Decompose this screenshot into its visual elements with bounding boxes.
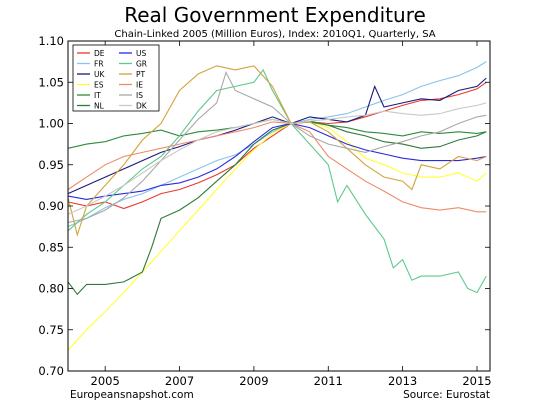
plot-frame (67, 40, 491, 372)
y-tick-label: 1.00 (38, 117, 64, 131)
legend-label-uk: UK (94, 70, 105, 79)
footer-right: Source: Eurostat (403, 389, 490, 401)
series-line-nl (67, 120, 487, 296)
series-line-es (67, 121, 487, 351)
series-line-us (67, 122, 487, 200)
chart-title: Real Government Expenditure (124, 3, 426, 27)
series-line-fr (67, 61, 487, 228)
series-line-ie (67, 121, 487, 213)
legend-label-dk: DK (136, 101, 148, 110)
ticks-layer: 0.70 0.75 0.80 0.85 0.90 0.95 1.00 1.05 1.10 2005… (38, 34, 491, 388)
y-tick-label: 0.80 (38, 282, 64, 296)
series-line-gr (67, 68, 487, 294)
chart-subtitle: Chain-Linked 2005 (Million Euros), Index… (114, 29, 435, 40)
legend-label-es: ES (94, 80, 104, 89)
series-line-it (67, 118, 487, 149)
x-tick-label: 2011 (314, 374, 343, 388)
legend-label-nl: NL (94, 101, 105, 110)
series-layer (67, 61, 487, 351)
legend-label-us: US (136, 49, 146, 58)
x-tick-label: 2009 (239, 374, 268, 388)
legend-label-fr: FR (94, 59, 104, 68)
legend-label-ie: IE (136, 80, 143, 89)
y-tick-label: 0.75 (38, 323, 64, 337)
y-tick-label: 0.85 (38, 240, 64, 254)
x-tick-label: 2005 (91, 374, 120, 388)
series-line-pt (67, 65, 487, 237)
y-tick-label: 1.05 (38, 75, 64, 89)
legend-label-is: IS (136, 91, 143, 100)
legend-label-it: IT (94, 91, 101, 100)
y-tick-label: 0.95 (38, 158, 64, 172)
x-tick-label: 2015 (462, 374, 491, 388)
y-tick-label: 0.70 (38, 364, 64, 378)
legend-label-gr: GR (136, 59, 147, 68)
series-line-de (67, 81, 487, 210)
y-tick-label: 0.90 (38, 199, 64, 213)
series-line-dk (67, 102, 487, 215)
x-tick-label: 2013 (388, 374, 417, 388)
footer-left: Europeansnapshot.com (70, 389, 194, 401)
legend-label-de: DE (94, 49, 105, 58)
series-line-is (67, 70, 487, 224)
y-tick-label: 1.10 (38, 34, 64, 48)
x-tick-label: 2007 (165, 374, 194, 388)
legend-box (72, 44, 160, 112)
legend-label-pt: PT (136, 70, 146, 79)
